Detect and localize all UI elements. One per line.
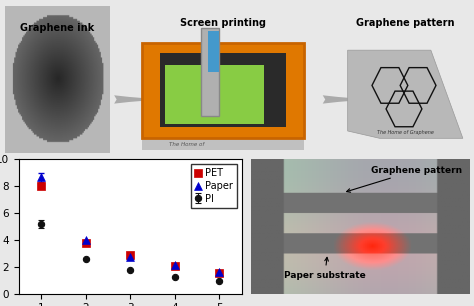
FancyBboxPatch shape	[160, 53, 286, 127]
FancyBboxPatch shape	[165, 65, 264, 124]
FancyBboxPatch shape	[142, 132, 304, 150]
Text: The Home of Graphene: The Home of Graphene	[377, 130, 434, 135]
Paper	[127, 254, 134, 259]
Text: The Home of: The Home of	[169, 142, 204, 147]
Text: Graphene pattern: Graphene pattern	[346, 166, 462, 192]
PET	[171, 264, 179, 269]
PET	[216, 271, 223, 275]
Paper	[37, 175, 45, 180]
Legend: PET, Paper, PI: PET, Paper, PI	[191, 164, 237, 207]
FancyBboxPatch shape	[209, 31, 219, 72]
Paper	[216, 269, 223, 274]
Paper	[82, 237, 90, 242]
Text: Paper substrate: Paper substrate	[284, 257, 365, 280]
Polygon shape	[347, 50, 463, 138]
FancyBboxPatch shape	[142, 43, 304, 138]
PET	[37, 184, 45, 188]
FancyBboxPatch shape	[201, 28, 219, 116]
Text: Graphene ink: Graphene ink	[20, 23, 94, 32]
Text: Graphene pattern: Graphene pattern	[356, 18, 455, 28]
PET	[82, 241, 90, 246]
Text: Screen printing: Screen printing	[180, 18, 266, 28]
Paper	[171, 263, 179, 268]
PET	[127, 252, 134, 257]
